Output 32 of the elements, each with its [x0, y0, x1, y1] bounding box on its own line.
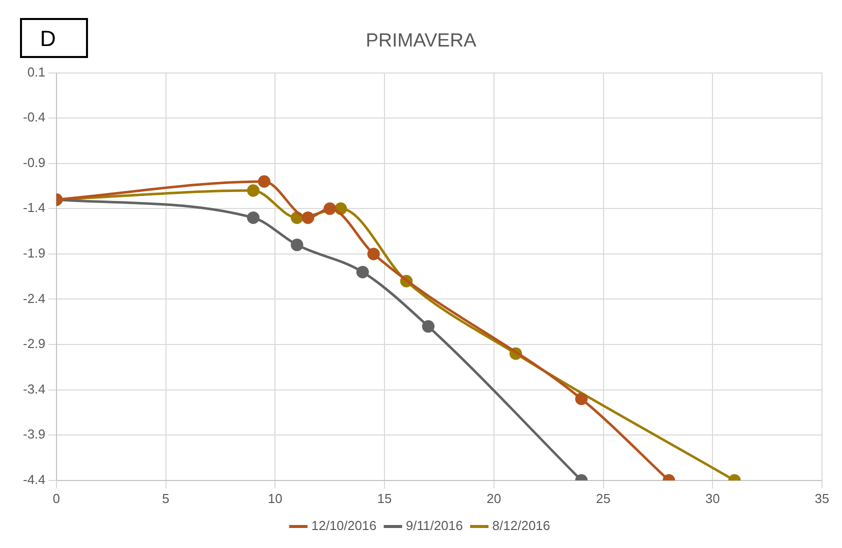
- legend-label: 9/11/2016: [406, 518, 463, 534]
- y-tick-label: -2.4: [22, 290, 46, 306]
- y-tick-label: -1.4: [22, 200, 46, 216]
- point: [324, 202, 336, 215]
- y-tick-label: -4.4: [22, 472, 46, 487]
- point: [302, 211, 314, 224]
- legend-label: 8/12/2016: [492, 518, 550, 534]
- x-tick-label: 35: [814, 490, 830, 506]
- point: [247, 211, 260, 224]
- text: D: [20, 18, 88, 58]
- point: [422, 320, 435, 333]
- y-tick-label: -2.9: [22, 336, 46, 352]
- point: [367, 248, 380, 260]
- x-tick-label: 0: [52, 490, 60, 506]
- x-tick-label: 10: [268, 490, 282, 506]
- x-tick-label: 5: [162, 490, 170, 506]
- y-tick-label: -3.9: [22, 426, 46, 442]
- x-tick-label: 25: [596, 490, 610, 506]
- point: [258, 175, 270, 188]
- x-tick-label: 15: [377, 490, 392, 506]
- point: [356, 266, 369, 278]
- x-tick-label: 20: [486, 490, 502, 506]
- legend-label: 12/10/2016: [311, 518, 376, 534]
- x-tick-label: 30: [705, 490, 720, 506]
- y-tick-label: -0.9: [22, 154, 46, 170]
- chart-title: PRIMAVERA: [366, 30, 477, 52]
- point: [247, 184, 260, 197]
- y-tick-label: -0.4: [22, 110, 46, 125]
- y-tick-label: -1.9: [22, 246, 46, 261]
- y-tick-label: 0.1: [27, 64, 46, 80]
- point: [290, 238, 304, 252]
- y-tick-label: -3.4: [22, 381, 46, 396]
